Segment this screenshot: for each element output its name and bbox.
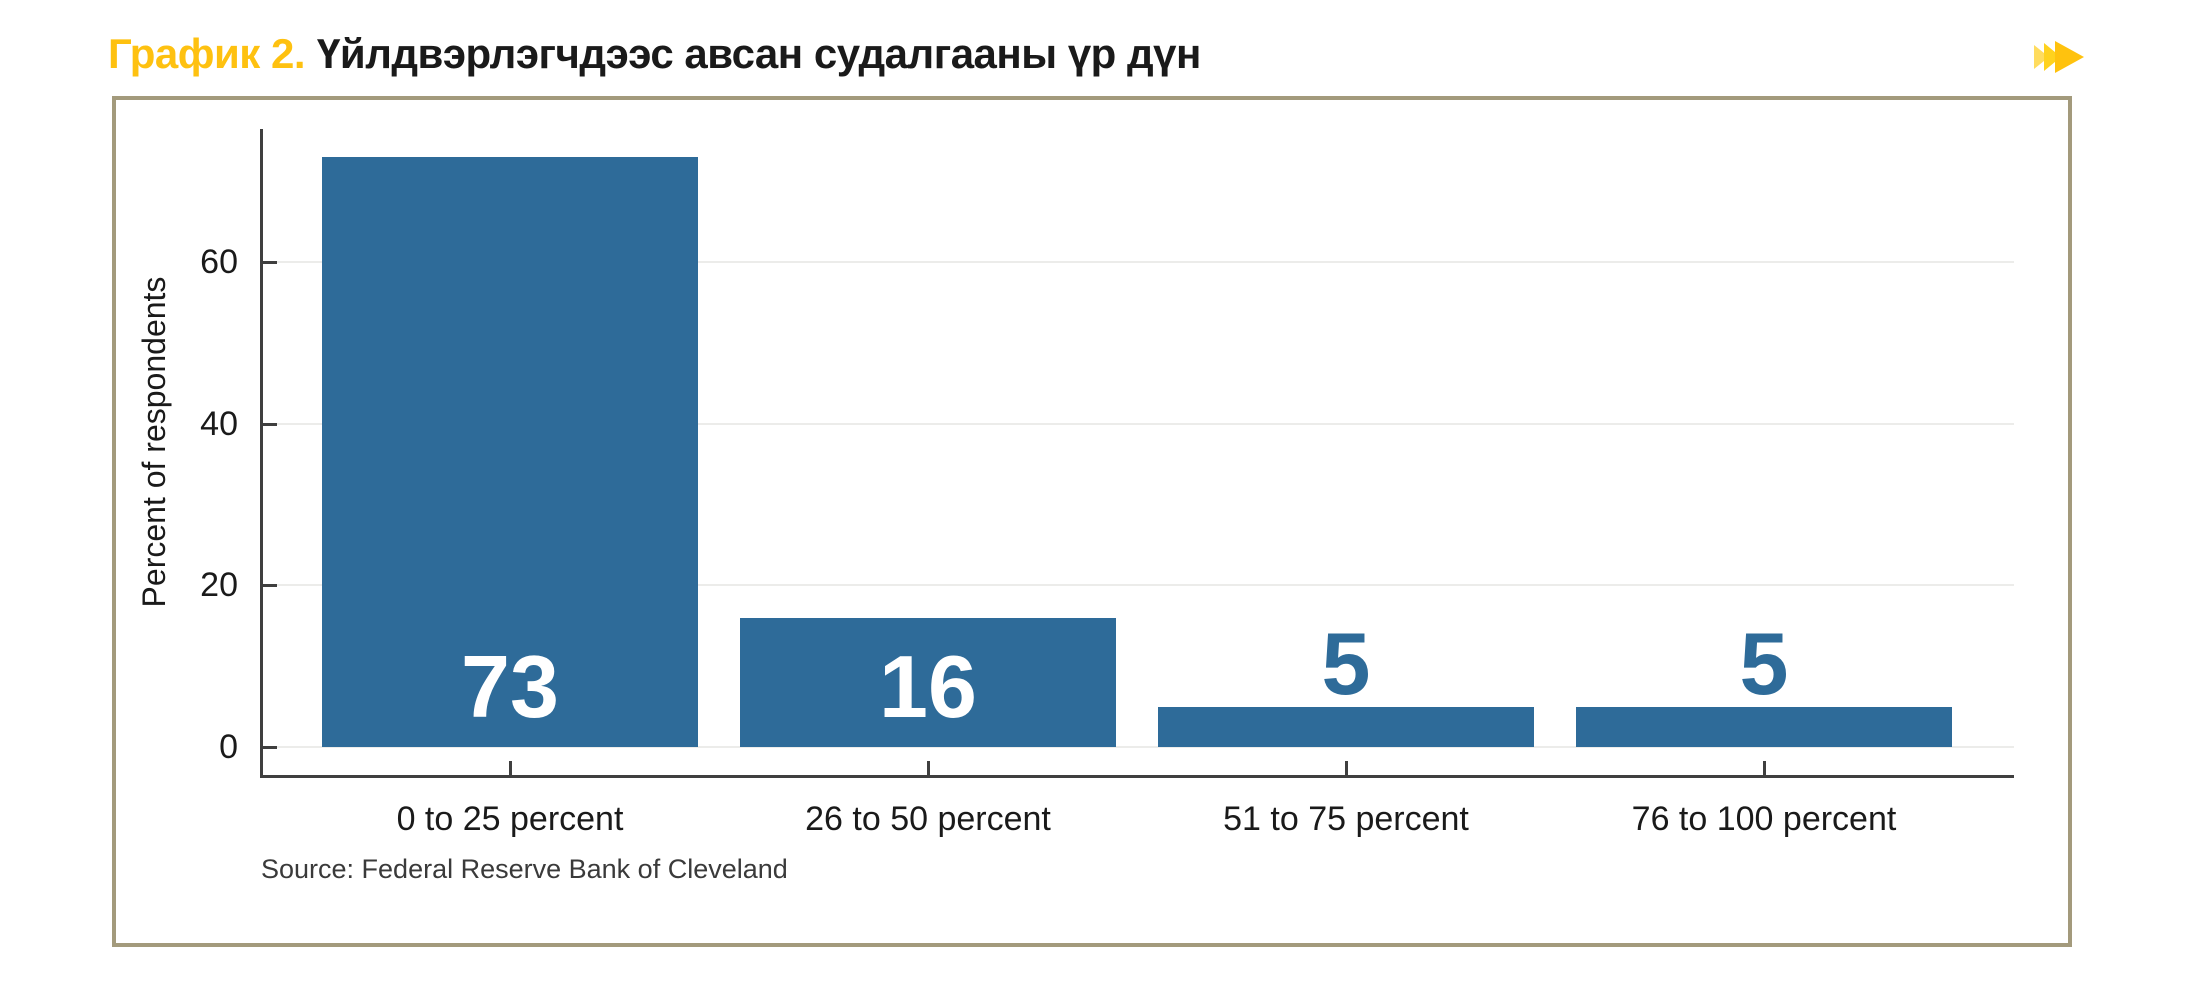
source-note: Source: Federal Reserve Bank of Clevelan… <box>261 854 788 884</box>
y-axis-tick <box>263 261 277 265</box>
y-axis-title: Percent of respondents <box>136 276 172 608</box>
chart-box: 0 20 40 60 73 0 to 25 percent 16 26 to 50 perce… <box>112 96 2072 947</box>
x-category-label: 76 to 100 percent <box>1631 800 1897 838</box>
x-category-label: 0 to 25 percent <box>396 800 624 838</box>
x-axis-tick <box>508 761 512 775</box>
bar <box>740 617 1116 747</box>
gridline <box>262 422 2014 425</box>
fast-forward-icon <box>2034 41 2084 73</box>
y-tick-label: 60 <box>200 243 238 282</box>
bar <box>1576 706 1952 747</box>
fast-forward-icon-triangle-main <box>2055 41 2084 73</box>
figure-label: График 2. <box>108 30 306 77</box>
bar <box>1158 706 1534 747</box>
y-tick-label: 40 <box>200 404 238 443</box>
bar-value-label: 5 <box>1321 613 1371 713</box>
x-axis-tick <box>1344 761 1348 775</box>
figure-header: График 2. Үйлдвэрлэгчдээс авсан судалгаан… <box>108 26 2084 82</box>
x-axis-tick <box>1762 761 1766 775</box>
x-axis-line <box>260 775 2014 778</box>
x-category-label: 51 to 75 percent <box>1223 800 1469 838</box>
figure-title-text: Үйлдвэрлэгчдээс авсан судалгааны үр дүн <box>317 30 1201 77</box>
x-axis-tick <box>926 761 930 775</box>
gridline <box>262 261 2014 264</box>
x-category-label: 26 to 50 percent <box>805 800 1051 838</box>
bar-value-label: 73 <box>461 637 559 736</box>
bar-value-label: 16 <box>879 637 977 736</box>
fast-forward-icon-triangle-mid <box>2044 43 2061 71</box>
fast-forward-icon-triangle-light <box>2034 45 2049 69</box>
bar-value-label: 5 <box>1739 613 1789 713</box>
gridline <box>262 584 2014 587</box>
gridline <box>262 746 2014 748</box>
bar-chart: 0 20 40 60 73 0 to 25 percent 16 26 to 50 perce… <box>116 100 2068 943</box>
y-axis-tick <box>263 422 277 426</box>
y-axis-tick <box>263 746 277 749</box>
y-tick-label: 0 <box>219 728 238 766</box>
figure-title: График 2. Үйлдвэрлэгчдээс авсан судалгаан… <box>108 30 1201 78</box>
bar <box>322 157 698 747</box>
y-axis-line <box>260 129 263 778</box>
y-axis-tick <box>263 584 277 588</box>
y-tick-label: 20 <box>200 566 238 605</box>
